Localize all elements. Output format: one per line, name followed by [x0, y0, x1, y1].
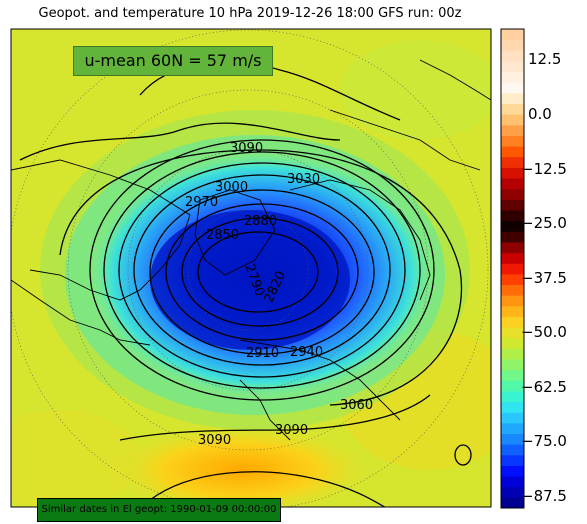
colorbar-tick-label: −37.5	[521, 269, 567, 287]
contour-label: 2970	[185, 195, 218, 210]
colorbar-segment	[501, 231, 524, 243]
colorbar-segment	[501, 401, 524, 413]
map-title: Geopot. and temperature 10 hPa 2019-12-2…	[38, 6, 462, 21]
contour-label: 2880	[244, 214, 277, 229]
colorbar-segment	[501, 465, 524, 477]
contour-label: 3060	[340, 398, 373, 413]
colorbar-tick-label: −50.0	[521, 323, 567, 341]
contour-label: 3090	[275, 423, 308, 438]
colorbar-segment	[501, 220, 524, 232]
colorbar-segment	[501, 433, 524, 445]
colorbar-segment	[501, 103, 524, 115]
colorbar-segment	[501, 156, 524, 168]
colorbar-tick-label: 0.0	[528, 105, 552, 123]
colorbar-tick-label: −25.0	[521, 214, 567, 232]
colorbar-segment	[501, 295, 524, 307]
contour-label: 2850	[206, 228, 239, 243]
colorbar-segment	[501, 273, 524, 285]
colorbar-segment	[501, 252, 524, 264]
colorbar-tick-label: −12.5	[521, 160, 567, 178]
colorbar-segment	[501, 199, 524, 211]
colorbar-segment	[501, 178, 524, 190]
colorbar-segment	[501, 29, 524, 41]
colorbar-segment	[501, 50, 524, 62]
contour-label: 3030	[287, 172, 320, 187]
colorbar-segment	[501, 114, 524, 126]
colorbar-segment	[501, 412, 524, 424]
colorbar-segment	[501, 92, 524, 105]
coastlines	[11, 59, 491, 441]
colorbar-segment	[501, 358, 524, 371]
similar-dates-note: Similar dates in El geopt: 1990-01-09 00…	[37, 498, 281, 522]
colorbar-segment	[501, 71, 524, 83]
colorbar-segment	[501, 39, 524, 51]
colorbar-segment	[501, 486, 524, 498]
colorbar-segment	[501, 305, 524, 317]
colorbar-segment	[501, 348, 524, 360]
colorbar-segment	[501, 444, 524, 456]
colorbar-segment	[501, 380, 524, 392]
colorbar-segment	[501, 369, 524, 381]
contour-label: 3000	[215, 180, 248, 195]
colorbar-tick-label: 12.5	[528, 50, 561, 68]
map-field	[11, 29, 491, 507]
contour-label: 3090	[230, 141, 263, 156]
colorbar	[500, 28, 525, 509]
colorbar-segment	[501, 241, 524, 254]
colorbar-segment	[501, 263, 524, 275]
colorbar-tick-label: −62.5	[521, 378, 567, 396]
colorbar-segment	[501, 476, 524, 488]
colorbar-segment	[501, 167, 524, 179]
colorbar-segment	[501, 316, 524, 328]
colorbar-segment	[501, 146, 524, 158]
colorbar-segment	[501, 284, 524, 296]
latitude-circles	[11, 29, 489, 507]
colorbar-frame	[500, 28, 525, 509]
contour-labels: 3090 3030 3000 2970 2880 2850 2790 2820 …	[185, 141, 373, 448]
colorbar-segment	[501, 124, 524, 136]
colorbar-segment	[501, 188, 524, 200]
colorbar-segment	[501, 337, 524, 349]
geopotential-contours	[19, 61, 472, 507]
u-mean-badge: u-mean 60N = 57 m/s	[73, 46, 273, 76]
colorbar-segment	[501, 209, 524, 222]
colorbar-segment	[501, 60, 524, 73]
colorbar-tick-label: −75.0	[521, 432, 567, 450]
colorbar-ticks: 12.5 0.0 −12.5 −25.0 −37.5 −50.0 −62.5 −…	[521, 50, 567, 505]
colorbar-segment	[501, 327, 524, 339]
colorbar-segment	[501, 422, 524, 434]
colorbar-segment	[501, 135, 524, 147]
colorbar-segment	[501, 497, 524, 509]
contour-label: 2940	[290, 345, 323, 360]
colorbar-segment	[501, 454, 524, 466]
colorbar-segment	[501, 390, 524, 403]
contour-label: 3090	[198, 433, 231, 448]
colorbar-segment	[501, 82, 524, 94]
colorbar-tick-label: −87.5	[521, 487, 567, 505]
contour-label: 2910	[246, 346, 279, 361]
